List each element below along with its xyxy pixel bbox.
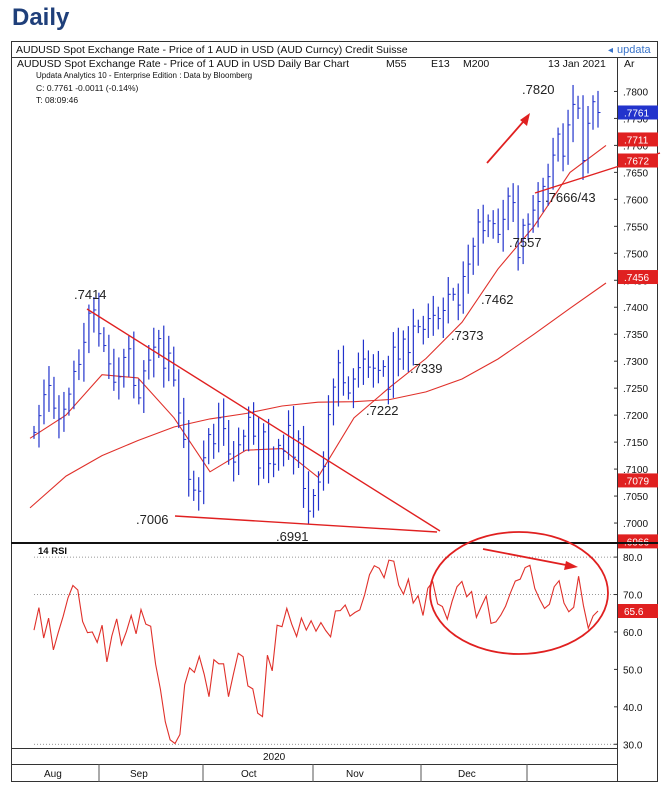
up-arrow-shaft bbox=[486, 121, 524, 164]
rsi-tick-label: 60.0 bbox=[623, 628, 643, 639]
price-tick-label: .7100 bbox=[623, 465, 648, 476]
time-axis: 2020 Aug Sep Oct Nov Dec bbox=[11, 748, 618, 782]
axis-label: Ar bbox=[624, 58, 635, 70]
price-tick-label: .7750 bbox=[623, 114, 648, 125]
rsi-title: 14 RSI bbox=[38, 546, 67, 557]
month-label: Oct bbox=[241, 769, 257, 780]
month-label: Nov bbox=[346, 769, 364, 780]
annotation-label: .7557 bbox=[509, 235, 542, 250]
price-badge bbox=[618, 270, 658, 285]
price-tick-label: .7550 bbox=[623, 222, 648, 233]
price-badge bbox=[618, 132, 658, 147]
annotation-label: .7222 bbox=[366, 403, 399, 418]
rsi-tick-label: 80.0 bbox=[623, 553, 643, 564]
price-axis: .7800.7750.7700.7650.7600.7550.7500.7450… bbox=[614, 87, 648, 530]
support-line bbox=[174, 515, 438, 533]
annotation-label: .6991 bbox=[276, 529, 309, 544]
rsi-badge: 65.6 bbox=[618, 604, 658, 619]
rsi-axis: 80.0 70.0 60.0 50.0 40.0 30.0 bbox=[34, 553, 643, 751]
rsi-line bbox=[33, 559, 599, 745]
price-tick-label: .7350 bbox=[623, 330, 648, 341]
rsi-tick-label: 70.0 bbox=[623, 591, 643, 602]
info-line-1: Updata Analytics 10 - Enterprise Edition… bbox=[36, 71, 252, 80]
price-badge bbox=[618, 473, 658, 488]
updata-logo-icon[interactable]: ◂ bbox=[608, 45, 613, 56]
indicator-e13: E13 bbox=[431, 58, 450, 70]
annotation-label: .7414 bbox=[74, 287, 107, 302]
rsi-polyline bbox=[33, 559, 599, 745]
annotation-label: .7462 bbox=[481, 292, 514, 307]
price-badge-label: .7456 bbox=[624, 273, 649, 284]
price-tick-label: .7600 bbox=[623, 195, 648, 206]
month-label: Dec bbox=[458, 769, 476, 780]
rsi-tick-label: 50.0 bbox=[623, 665, 643, 676]
price-badge-label: .7711 bbox=[624, 135, 649, 146]
up-arrow-head bbox=[520, 113, 530, 126]
price-tick-label: .7150 bbox=[623, 438, 648, 449]
annotation-label: .7666/43 bbox=[545, 190, 596, 205]
price-tick-label: .7700 bbox=[623, 141, 648, 152]
price-tick-label: .7400 bbox=[623, 303, 648, 314]
price-tick-label: .7650 bbox=[623, 168, 648, 179]
price-tick-label: .7300 bbox=[623, 357, 648, 368]
page-title: Daily bbox=[12, 4, 70, 31]
annotation-label: .7373 bbox=[451, 328, 484, 343]
price-panel: AUDUSD Spot Exchange Rate - Price of 1 A… bbox=[17, 57, 661, 782]
info-line-2: C: 0.7761 -0.0011 (-0.14%) bbox=[36, 83, 139, 93]
price-bars bbox=[33, 84, 601, 525]
price-badge-label: .7079 bbox=[624, 476, 649, 487]
price-tick-label: .7200 bbox=[623, 411, 648, 422]
price-badge bbox=[618, 153, 658, 168]
rsi-latest-label: 65.6 bbox=[624, 607, 644, 618]
divergence-arrow-head bbox=[564, 561, 578, 570]
chart-subtitle: AUDUSD Spot Exchange Rate - Price of 1 A… bbox=[17, 58, 349, 70]
downtrend-line bbox=[86, 308, 441, 532]
price-tick-label: .7050 bbox=[623, 492, 648, 503]
chart-date: 13 Jan 2021 bbox=[548, 58, 606, 70]
month-labels: Aug Sep Oct Nov Dec bbox=[44, 764, 528, 782]
annotation-label: .7820 bbox=[522, 82, 555, 97]
annotation-label: .7006 bbox=[136, 512, 169, 527]
m55-polyline bbox=[29, 282, 607, 509]
divergence-ellipse bbox=[429, 531, 609, 655]
price-tick-label: .7000 bbox=[623, 519, 648, 530]
price-tick-label: .7500 bbox=[623, 249, 648, 260]
rsi-latest-badge bbox=[618, 604, 658, 619]
price-annotations: .7414 .7006 .6991 .7222 .7339 .7373 .746… bbox=[74, 82, 596, 544]
updata-logo[interactable]: updata bbox=[617, 44, 652, 56]
price-badge bbox=[618, 105, 658, 120]
rsi-tick-label: 30.0 bbox=[623, 740, 643, 751]
chart-frame: AUDUSD Spot Exchange Rate - Price of 1 A… bbox=[11, 41, 661, 782]
price-tick-label: .7800 bbox=[623, 87, 648, 98]
divergence-arrow-shaft bbox=[482, 548, 567, 566]
indicator-m55: M55 bbox=[386, 58, 407, 70]
rsi-panel: 14 RSI 80.0 70.0 60.0 50.0 40.0 30.0 65.6 bbox=[33, 531, 658, 751]
chart-border bbox=[11, 41, 658, 782]
price-tick-label: .7250 bbox=[623, 384, 648, 395]
annotation-label: .7339 bbox=[410, 361, 443, 376]
info-line-3: T: 08:09:46 bbox=[36, 95, 78, 105]
m55-line bbox=[29, 282, 607, 509]
indicator-m200: M200 bbox=[463, 58, 489, 70]
header-title: AUDUSD Spot Exchange Rate - Price of 1 A… bbox=[16, 44, 408, 56]
price-badge bbox=[618, 534, 658, 549]
rsi-tick-label: 40.0 bbox=[623, 703, 643, 714]
month-label: Aug bbox=[44, 769, 62, 780]
year-label: 2020 bbox=[263, 752, 286, 763]
month-label: Sep bbox=[130, 769, 148, 780]
price-badge-label: .7672 bbox=[624, 157, 649, 168]
price-badge-label: .7761 bbox=[624, 108, 649, 119]
